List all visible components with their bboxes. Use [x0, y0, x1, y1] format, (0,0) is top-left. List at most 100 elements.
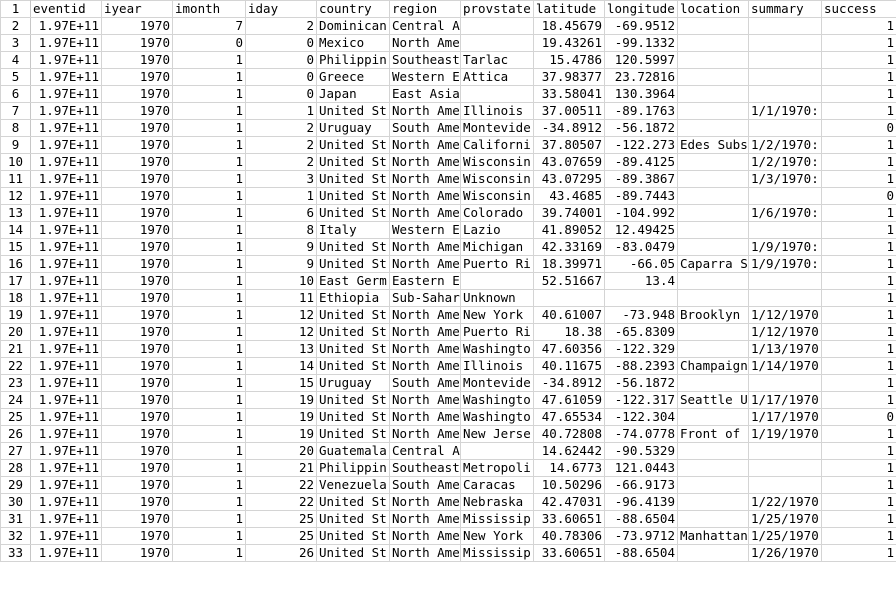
- cell-iday[interactable]: 8: [245, 221, 317, 239]
- cell-summary[interactable]: 1/3/1970:: [748, 170, 822, 188]
- cell-country[interactable]: Uruguay: [316, 374, 390, 392]
- cell-iday[interactable]: 22: [245, 476, 317, 494]
- cell-location[interactable]: Seattle U: [677, 391, 749, 409]
- cell-summary[interactable]: 1/6/1970:: [748, 204, 822, 222]
- cell-success[interactable]: 1: [821, 374, 896, 392]
- cell-longitude[interactable]: -89.3867: [604, 170, 678, 188]
- cell-location[interactable]: Champaign: [677, 357, 749, 375]
- row-number[interactable]: 6: [0, 85, 31, 103]
- cell-iyear[interactable]: 1970: [101, 68, 173, 86]
- column-header-cell[interactable]: summary: [748, 0, 822, 18]
- cell-iyear[interactable]: 1970: [101, 357, 173, 375]
- cell-iday[interactable]: 21: [245, 459, 317, 477]
- cell-provstate[interactable]: New York: [460, 527, 534, 545]
- column-header-cell[interactable]: country: [316, 0, 390, 18]
- cell-iday[interactable]: 15: [245, 374, 317, 392]
- cell-success[interactable]: 1: [821, 51, 896, 69]
- cell-eventid[interactable]: 1.97E+11: [30, 425, 102, 443]
- cell-location[interactable]: [677, 204, 749, 222]
- cell-longitude[interactable]: -89.1763: [604, 102, 678, 120]
- cell-location[interactable]: [677, 17, 749, 35]
- cell-provstate[interactable]: Puerto Ri: [460, 323, 534, 341]
- cell-summary[interactable]: 1/2/1970:: [748, 153, 822, 171]
- cell-iday[interactable]: 22: [245, 493, 317, 511]
- column-header-cell[interactable]: latitude: [533, 0, 605, 18]
- cell-imonth[interactable]: 1: [172, 187, 246, 205]
- cell-success[interactable]: 1: [821, 544, 896, 562]
- cell-latitude[interactable]: 52.51667: [533, 272, 605, 290]
- cell-summary[interactable]: 1/17/1970: [748, 408, 822, 426]
- cell-longitude[interactable]: 13.4: [604, 272, 678, 290]
- cell-imonth[interactable]: 1: [172, 85, 246, 103]
- cell-country[interactable]: United St: [316, 323, 390, 341]
- cell-longitude[interactable]: [604, 289, 678, 307]
- row-number[interactable]: 33: [0, 544, 31, 562]
- cell-country[interactable]: United St: [316, 510, 390, 528]
- row-number[interactable]: 19: [0, 306, 31, 324]
- cell-country[interactable]: Ethiopia: [316, 289, 390, 307]
- cell-summary[interactable]: [748, 68, 822, 86]
- cell-iyear[interactable]: 1970: [101, 153, 173, 171]
- cell-latitude[interactable]: 18.39971: [533, 255, 605, 273]
- cell-latitude[interactable]: 47.61059: [533, 391, 605, 409]
- cell-region[interactable]: North Ame: [389, 510, 461, 528]
- cell-country[interactable]: Guatemala: [316, 442, 390, 460]
- cell-imonth[interactable]: 1: [172, 51, 246, 69]
- cell-longitude[interactable]: -122.273: [604, 136, 678, 154]
- cell-summary[interactable]: [748, 34, 822, 52]
- cell-eventid[interactable]: 1.97E+11: [30, 255, 102, 273]
- cell-location[interactable]: [677, 102, 749, 120]
- cell-summary[interactable]: 1/13/1970: [748, 340, 822, 358]
- cell-region[interactable]: Western E: [389, 68, 461, 86]
- cell-iyear[interactable]: 1970: [101, 221, 173, 239]
- cell-location[interactable]: [677, 51, 749, 69]
- cell-longitude[interactable]: -74.0778: [604, 425, 678, 443]
- cell-summary[interactable]: 1/19/1970: [748, 425, 822, 443]
- cell-region[interactable]: Eastern Europe: [389, 272, 461, 290]
- cell-longitude[interactable]: -96.4139: [604, 493, 678, 511]
- cell-iday[interactable]: 6: [245, 204, 317, 222]
- cell-imonth[interactable]: 1: [172, 425, 246, 443]
- cell-summary[interactable]: [748, 289, 822, 307]
- cell-country[interactable]: United St: [316, 102, 390, 120]
- cell-location[interactable]: Caparra S: [677, 255, 749, 273]
- cell-iyear[interactable]: 1970: [101, 374, 173, 392]
- cell-location[interactable]: [677, 153, 749, 171]
- row-number[interactable]: 8: [0, 119, 31, 137]
- cell-provstate[interactable]: Illinois: [460, 102, 534, 120]
- cell-country[interactable]: Uruguay: [316, 119, 390, 137]
- cell-region[interactable]: East Asia: [389, 85, 461, 103]
- cell-iday[interactable]: 0: [245, 85, 317, 103]
- cell-region[interactable]: North Ame: [389, 255, 461, 273]
- cell-longitude[interactable]: -90.5329: [604, 442, 678, 460]
- cell-region[interactable]: North America: [389, 34, 461, 52]
- cell-success[interactable]: 1: [821, 391, 896, 409]
- cell-country[interactable]: Philippin: [316, 51, 390, 69]
- cell-success[interactable]: 1: [821, 136, 896, 154]
- cell-summary[interactable]: [748, 17, 822, 35]
- cell-longitude[interactable]: 23.72816: [604, 68, 678, 86]
- row-number[interactable]: 27: [0, 442, 31, 460]
- cell-latitude[interactable]: 40.78306: [533, 527, 605, 545]
- cell-region[interactable]: North Ame: [389, 357, 461, 375]
- cell-eventid[interactable]: 1.97E+11: [30, 476, 102, 494]
- cell-success[interactable]: 1: [821, 476, 896, 494]
- cell-success[interactable]: 0: [821, 119, 896, 137]
- cell-summary[interactable]: [748, 51, 822, 69]
- cell-success[interactable]: 1: [821, 493, 896, 511]
- cell-region[interactable]: Central America &: [389, 442, 461, 460]
- row-number[interactable]: 11: [0, 170, 31, 188]
- cell-iyear[interactable]: 1970: [101, 238, 173, 256]
- cell-summary[interactable]: 1/2/1970:: [748, 136, 822, 154]
- cell-latitude[interactable]: 47.60356: [533, 340, 605, 358]
- cell-imonth[interactable]: 1: [172, 68, 246, 86]
- cell-latitude[interactable]: 14.6773: [533, 459, 605, 477]
- cell-location[interactable]: [677, 170, 749, 188]
- cell-iyear[interactable]: 1970: [101, 289, 173, 307]
- cell-success[interactable]: 1: [821, 357, 896, 375]
- cell-longitude[interactable]: -83.0479: [604, 238, 678, 256]
- cell-imonth[interactable]: 1: [172, 153, 246, 171]
- cell-provstate[interactable]: Californi: [460, 136, 534, 154]
- cell-imonth[interactable]: 1: [172, 459, 246, 477]
- cell-imonth[interactable]: 1: [172, 374, 246, 392]
